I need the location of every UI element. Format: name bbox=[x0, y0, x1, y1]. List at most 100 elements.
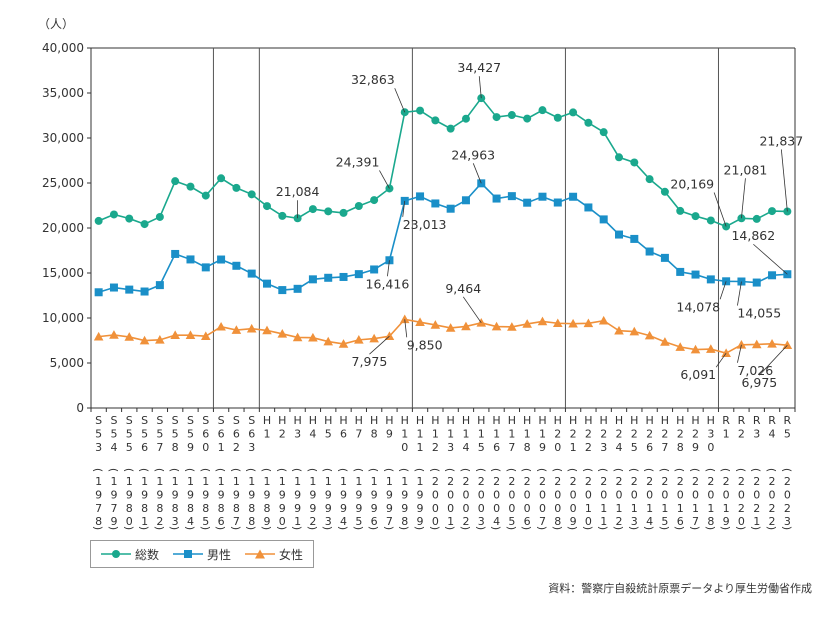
data-point bbox=[614, 325, 624, 335]
source-note: 資料：警察庁自殺統計原票データより厚生労働省作成 bbox=[548, 582, 812, 595]
x-paren-close: ) bbox=[627, 526, 640, 530]
x-year-label: 0 bbox=[508, 488, 515, 501]
x-paren-close: ) bbox=[229, 526, 242, 530]
data-point bbox=[416, 106, 425, 115]
x-year-label: 2 bbox=[769, 502, 776, 515]
x-paren-close: ) bbox=[780, 526, 793, 530]
annotation-leader bbox=[404, 319, 408, 338]
annotation-leader bbox=[478, 76, 482, 99]
annotation-leader bbox=[753, 243, 788, 275]
x-paren-close: ) bbox=[367, 526, 380, 530]
data-point bbox=[278, 286, 287, 295]
x-era-label: H bbox=[569, 414, 577, 427]
x-era-label: H bbox=[355, 414, 363, 427]
x-year-label: 9 bbox=[417, 502, 424, 515]
x-year-label: 2 bbox=[692, 475, 699, 488]
x-year-label: 0 bbox=[646, 488, 653, 501]
x-year-label: 1 bbox=[401, 475, 408, 488]
x-paren-close: ) bbox=[765, 526, 778, 530]
x-year-label: 1 bbox=[661, 502, 668, 515]
x-era-label: 1 bbox=[508, 427, 515, 440]
x-paren-open: ( bbox=[153, 468, 166, 472]
data-point bbox=[263, 279, 271, 288]
grid bbox=[90, 47, 796, 409]
x-year-label: 8 bbox=[172, 502, 179, 515]
x-year-label: 6 bbox=[677, 515, 684, 528]
x-year-label: 3 bbox=[631, 515, 638, 528]
x-era-label: R bbox=[768, 414, 776, 427]
x-year-label: 9 bbox=[309, 488, 316, 501]
x-era-label: 6 bbox=[248, 427, 255, 440]
x-era-label: 4 bbox=[110, 441, 117, 454]
x-era-label: H bbox=[661, 414, 669, 427]
x-year-label: 2 bbox=[769, 475, 776, 488]
legend: 総数 男性 女性 bbox=[90, 540, 314, 568]
x-era-label: 7 bbox=[508, 441, 515, 454]
x-year-label: 0 bbox=[554, 502, 561, 515]
x-era-label: 9 bbox=[386, 427, 393, 440]
legend-male-label: 男性 bbox=[207, 547, 232, 562]
x-year-label: 0 bbox=[585, 515, 592, 528]
x-paren-close: ) bbox=[750, 526, 763, 530]
data-point bbox=[569, 108, 578, 117]
x-year-label: 1 bbox=[248, 475, 255, 488]
data-point bbox=[370, 196, 379, 205]
x-year-label: 0 bbox=[447, 502, 454, 515]
x-era-label: S bbox=[126, 414, 133, 427]
data-point bbox=[538, 192, 547, 201]
x-paren-close: ) bbox=[490, 526, 503, 530]
x-year-label: 1 bbox=[340, 475, 347, 488]
x-era-label: H bbox=[492, 414, 500, 427]
x-year-label: 2 bbox=[769, 515, 776, 528]
x-year-label: 9 bbox=[172, 488, 179, 501]
data-point bbox=[430, 320, 441, 329]
x-paren-close: ) bbox=[689, 526, 702, 530]
data-point bbox=[277, 329, 288, 338]
x-year-label: 9 bbox=[110, 515, 117, 528]
legend-item-total: 総数 bbox=[101, 546, 159, 563]
x-year-label: 1 bbox=[294, 515, 301, 528]
x-era-label: R bbox=[722, 414, 730, 427]
data-point bbox=[492, 194, 501, 203]
x-era-label: 2 bbox=[631, 427, 638, 440]
x-year-label: 1 bbox=[309, 475, 316, 488]
series-total-line bbox=[98, 96, 788, 228]
data-point bbox=[644, 330, 655, 340]
data-label: 9,850 bbox=[407, 337, 443, 352]
legend-total-marker-icon bbox=[101, 550, 131, 558]
x-year-label: 9 bbox=[340, 502, 347, 515]
x-year-label: 9 bbox=[355, 488, 362, 501]
x-year-label: 4 bbox=[340, 515, 347, 528]
x-year-label: 0 bbox=[279, 515, 286, 528]
x-era-label: 5 bbox=[784, 427, 791, 440]
x-year-label: 9 bbox=[371, 502, 378, 515]
x-era-label: H bbox=[508, 414, 516, 427]
x-paren-close: ) bbox=[428, 526, 441, 530]
x-era-label: 1 bbox=[524, 427, 531, 440]
x-year-label: 0 bbox=[616, 488, 623, 501]
x-paren-open: ( bbox=[337, 468, 350, 472]
x-year-label: 5 bbox=[661, 515, 668, 528]
x-paren-open: ( bbox=[214, 468, 227, 472]
data-point bbox=[445, 323, 456, 332]
x-era-label: 0 bbox=[401, 441, 408, 454]
data-label: 14,862 bbox=[731, 228, 775, 243]
x-era-label: H bbox=[691, 414, 699, 427]
x-paren-open: ( bbox=[658, 468, 671, 472]
x-paren-close: ) bbox=[122, 526, 135, 530]
data-point bbox=[292, 332, 303, 342]
data-point bbox=[491, 321, 502, 331]
legend-total-label: 総数 bbox=[135, 547, 160, 562]
x-year-label: 8 bbox=[218, 502, 225, 515]
x-year-label: 9 bbox=[355, 502, 362, 515]
x-year-label: 9 bbox=[141, 488, 148, 501]
x-year-label: 1 bbox=[707, 502, 714, 515]
x-year-label: 2 bbox=[738, 502, 745, 515]
x-year-label: 0 bbox=[432, 502, 439, 515]
x-paren-open: ( bbox=[627, 468, 640, 472]
data-label: 6,091 bbox=[680, 367, 716, 382]
x-year-label: 8 bbox=[554, 515, 561, 528]
data-point bbox=[324, 207, 333, 216]
data-point bbox=[768, 271, 777, 280]
x-year-label: 0 bbox=[769, 488, 776, 501]
